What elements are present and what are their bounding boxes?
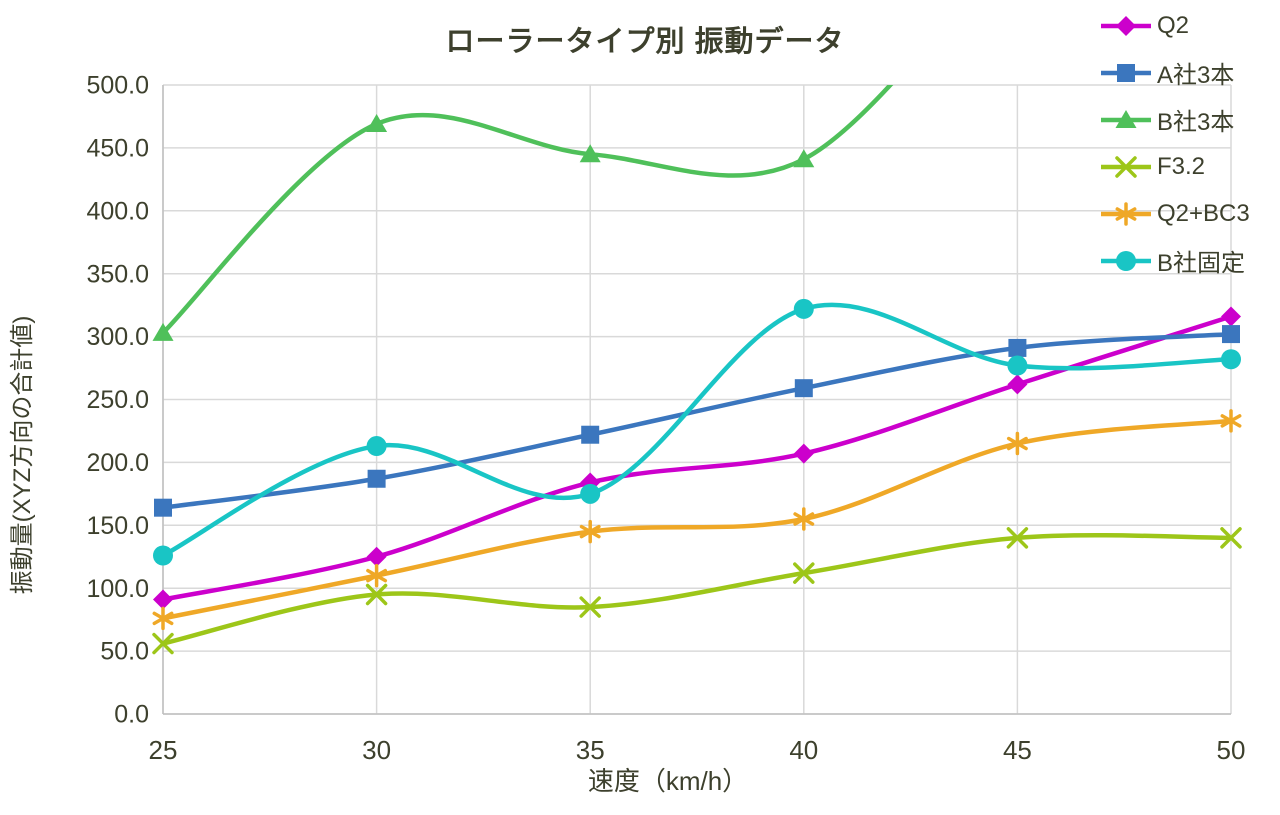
- legend-label: F3.2: [1157, 152, 1206, 180]
- diamond-marker: [366, 546, 387, 567]
- legend-item-a-3hon: A社3本: [1100, 49, 1280, 96]
- circle-marker: [580, 483, 601, 504]
- square-marker: [367, 469, 386, 488]
- legend-label: Q2: [1157, 11, 1190, 39]
- series-B社3本: [152, 85, 894, 341]
- circle-marker: [1007, 355, 1028, 376]
- x-tick-label: 35: [576, 735, 605, 765]
- legend-item-q2: Q2: [1100, 2, 1280, 49]
- y-tick-label: 350.0: [86, 260, 149, 288]
- legend-label: B社固定: [1157, 250, 1246, 277]
- x-marker: [1006, 527, 1029, 549]
- diamond-marker: [1221, 306, 1241, 327]
- diamond-marker: [1116, 15, 1136, 36]
- y-tick-label: 500.0: [86, 72, 149, 100]
- series-line: [160, 302, 1234, 558]
- x-axis-title: 速度（km/h）: [588, 766, 748, 796]
- series-Q2: [153, 306, 1241, 610]
- x-marker: [152, 632, 174, 655]
- x-tick-label: 40: [789, 735, 818, 765]
- square-marker: [1117, 63, 1135, 82]
- legend-swatch-triangle-icon: [1100, 105, 1152, 135]
- square-marker: [1222, 325, 1240, 344]
- series-line: [160, 331, 1234, 510]
- triangle-marker: [793, 149, 815, 168]
- series-F3.2: [152, 527, 1242, 655]
- asterisk-marker: [1115, 201, 1137, 226]
- chart-title: ローラータイプ別 振動データ: [445, 26, 845, 58]
- x-marker: [365, 583, 388, 606]
- x-marker: [579, 596, 601, 618]
- series-A社3本: [154, 325, 1240, 517]
- legend-swatch-asterisk-icon: [1100, 199, 1152, 229]
- legend-item-f32: F3.2: [1100, 143, 1280, 190]
- legend-item-q2-bc3: Q2+BC3: [1100, 190, 1280, 237]
- legend-label: B社3本: [1157, 109, 1235, 136]
- legend-swatch-x-icon: [1100, 152, 1152, 182]
- x-marker: [793, 562, 815, 584]
- legend-item-b-3hon: B社3本: [1100, 96, 1280, 143]
- asterisk-marker: [366, 563, 388, 588]
- asterisk-marker: [793, 507, 815, 531]
- x-marker: [1220, 527, 1242, 549]
- legend-item-b-kotei: B社固定: [1100, 237, 1280, 284]
- y-tick-label: 300.0: [86, 323, 149, 351]
- circle-marker: [1116, 250, 1136, 271]
- y-tick-label: 200.0: [86, 449, 149, 477]
- y-tick-label: 50.0: [100, 638, 149, 666]
- legend-swatch-diamond-icon: [1100, 11, 1152, 41]
- series-line: [160, 533, 1234, 646]
- legend-label: A社3本: [1157, 62, 1235, 89]
- square-marker: [581, 425, 600, 444]
- circle-marker: [366, 436, 387, 457]
- y-tick-label: 0.0: [114, 701, 149, 729]
- series-line: [160, 314, 1234, 602]
- diamond-marker: [153, 589, 173, 610]
- legend-swatch-square-icon: [1100, 58, 1152, 88]
- x-tick-label: 30: [362, 735, 391, 765]
- triangle-marker: [366, 113, 388, 132]
- triangle-marker: [579, 144, 601, 163]
- x-tick-label: 50: [1217, 735, 1246, 765]
- y-tick-label: 450.0: [86, 135, 149, 163]
- square-marker: [794, 379, 813, 398]
- asterisk-marker: [579, 519, 601, 544]
- circle-marker: [1221, 349, 1241, 370]
- series-B社固定: [153, 298, 1241, 566]
- square-marker: [154, 498, 172, 517]
- y-tick-label: 400.0: [86, 197, 149, 225]
- triangle-marker: [1115, 109, 1137, 128]
- circle-marker: [153, 545, 173, 566]
- asterisk-marker: [1006, 431, 1028, 456]
- y-tick-label: 100.0: [86, 575, 149, 603]
- triangle-marker: [152, 322, 174, 341]
- legend-label: Q2+BC3: [1157, 199, 1250, 227]
- square-marker: [1008, 338, 1027, 357]
- x-tick-label: 25: [149, 735, 178, 765]
- legend: Q2 A社3本 B社3本 F3.2 Q2+BC3 B社固定: [1100, 2, 1280, 284]
- series-line: [160, 418, 1234, 621]
- asterisk-marker: [1220, 409, 1242, 433]
- y-tick-label: 250.0: [86, 386, 149, 414]
- x-tick-label: 45: [1003, 735, 1032, 765]
- series-Q2+BC3: [152, 409, 1242, 631]
- diamond-marker: [793, 443, 814, 464]
- y-axis-title: 振動量(XYZ方向の合計値): [9, 316, 36, 595]
- y-tick-label: 150.0: [86, 512, 149, 540]
- legend-swatch-circle-icon: [1100, 246, 1152, 276]
- asterisk-marker: [152, 606, 174, 631]
- diamond-marker: [1007, 374, 1028, 395]
- x-marker: [1115, 155, 1137, 178]
- circle-marker: [793, 298, 814, 319]
